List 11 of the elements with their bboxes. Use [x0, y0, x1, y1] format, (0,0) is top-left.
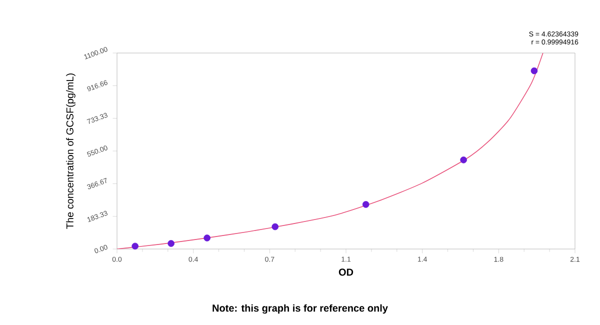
point — [272, 223, 279, 230]
y-axis-title: The concentration of GCSF(pg/mL) — [66, 74, 76, 229]
line-series — [117, 53, 544, 249]
x-axis-title: OD — [338, 268, 354, 276]
text: Note: this graph is for reference only — [212, 304, 388, 314]
point — [530, 67, 538, 74]
point — [132, 242, 139, 250]
point — [168, 240, 174, 247]
point — [362, 201, 370, 208]
point — [204, 234, 210, 242]
point — [460, 156, 467, 164]
